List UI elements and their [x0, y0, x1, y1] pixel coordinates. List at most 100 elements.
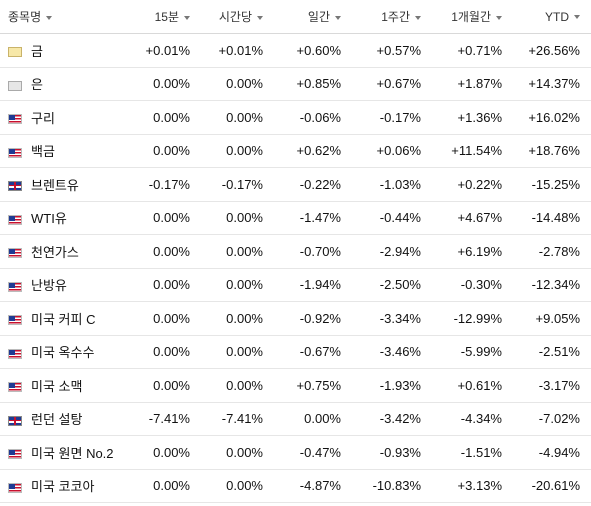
table-row[interactable]: 미국 코코아 0.00% 0.00% -4.87% -10.83% +3.13% -20.6… — [0, 469, 591, 503]
change-h1-cell: -0.17% — [201, 167, 274, 202]
change-d1-cell: -0.92% — [274, 301, 352, 336]
commodity-link[interactable]: WTI유 — [31, 211, 67, 227]
sort-caret-icon — [46, 15, 53, 20]
change-m15-cell: 0.00% — [130, 335, 201, 369]
commodity-link[interactable]: 난방유 — [31, 278, 67, 294]
commodity-name-cell: 미국 소맥 — [0, 368, 130, 403]
commodity-link[interactable]: 미국 원면 No.2 — [31, 445, 114, 461]
table-row[interactable]: 미국 커피 C 0.00% 0.00% -0.92% -3.34% -12.99% +9.0… — [0, 301, 591, 336]
table-row[interactable]: 난방유 0.00% 0.00% -1.94% -2.50% -0.30% -12.34% — [0, 268, 591, 302]
commodity-link[interactable]: 미국 옥수수 — [31, 345, 95, 361]
table-row[interactable]: 구리 0.00% 0.00% -0.06% -0.17% +1.36% +16.02% — [0, 100, 591, 135]
us-flag-icon — [8, 248, 22, 259]
commodity-link[interactable]: 미국 소맥 — [31, 378, 83, 394]
table-row[interactable]: 런던 설탕 -7.41% -7.41% 0.00% -3.42% -4.34% -7.02% — [0, 402, 591, 436]
change-m15-cell: 0.00% — [130, 234, 201, 269]
change-ytd-cell: -7.02% — [513, 402, 591, 436]
change-d1-cell: +0.85% — [274, 67, 352, 101]
change-m15-cell: 0.00% — [130, 67, 201, 101]
commodity-name-cell: 난방유 — [0, 268, 130, 302]
commodity-name-cell: 금 — [0, 33, 130, 68]
change-m15-cell: -0.17% — [130, 167, 201, 202]
change-d1-cell: 0.00% — [274, 402, 352, 436]
column-header-name[interactable]: 종목명 — [0, 0, 130, 34]
commodity-name-cell: WTI유 — [0, 201, 130, 235]
column-header-mo1[interactable]: 1개월간 — [432, 0, 513, 34]
change-w1-cell: -10.83% — [352, 469, 432, 503]
change-h1-cell: +0.01% — [201, 33, 274, 68]
commodity-link[interactable]: 미국 코코아 — [31, 479, 95, 495]
column-header-h1[interactable]: 시간당 — [201, 0, 274, 34]
table-row[interactable]: 미국 원면 No.2 0.00% 0.00% -0.47% -0.93% -1.51% -4… — [0, 435, 591, 470]
column-header-label: 1개월간 — [451, 10, 491, 24]
commodity-link[interactable]: 미국 커피 C — [31, 311, 96, 327]
commodity-name-cell: 은 — [0, 67, 130, 101]
change-h1-cell: 0.00% — [201, 201, 274, 235]
column-header-m15[interactable]: 15분 — [130, 0, 201, 34]
column-header-w1[interactable]: 1주간 — [352, 0, 432, 34]
silver-flag-icon — [8, 80, 22, 91]
table-row[interactable]: 미국 옥수수 0.00% 0.00% -0.67% -3.46% -5.99% -2.51% — [0, 335, 591, 369]
change-d1-cell: -0.67% — [274, 335, 352, 369]
change-ytd-cell: +18.76% — [513, 134, 591, 168]
change-m15-cell: 0.00% — [130, 435, 201, 470]
table-row[interactable]: 브렌트유 -0.17% -0.17% -0.22% -1.03% +0.22% -15.25… — [0, 167, 591, 202]
table-row[interactable]: 백금 0.00% 0.00% +0.62% +0.06% +11.54% +18.76% — [0, 134, 591, 168]
commodity-link[interactable]: 은 — [31, 77, 43, 93]
change-ytd-cell: -12.34% — [513, 268, 591, 302]
commodity-link[interactable]: 천연가스 — [31, 244, 79, 260]
column-header-ytd[interactable]: YTD — [513, 0, 591, 34]
column-header-d1[interactable]: 일간 — [274, 0, 352, 34]
commodity-link[interactable]: 백금 — [31, 144, 55, 160]
us-flag-icon — [8, 315, 22, 326]
change-ytd-cell: +14.37% — [513, 67, 591, 101]
change-w1-cell: -2.50% — [352, 268, 432, 302]
change-mo1-cell: +0.71% — [432, 33, 513, 68]
change-mo1-cell: +11.54% — [432, 134, 513, 168]
change-m15-cell: +0.01% — [130, 33, 201, 68]
table-row[interactable]: WTI유 0.00% 0.00% -1.47% -0.44% +4.67% -14.48% — [0, 201, 591, 235]
change-h1-cell: 0.00% — [201, 134, 274, 168]
commodity-link[interactable]: 금 — [31, 43, 43, 59]
change-m15-cell: 0.00% — [130, 368, 201, 403]
change-w1-cell: -0.44% — [352, 201, 432, 235]
change-d1-cell: -0.47% — [274, 435, 352, 470]
table-row[interactable]: 은 0.00% 0.00% +0.85% +0.67% +1.87% +14.37% — [0, 67, 591, 101]
commodity-name-cell: 천연가스 — [0, 234, 130, 269]
commodity-name-cell: 미국 커피 C — [0, 301, 130, 336]
change-mo1-cell: +3.13% — [432, 469, 513, 503]
table-row[interactable]: 천연가스 0.00% 0.00% -0.70% -2.94% +6.19% -2.78% — [0, 234, 591, 269]
us-flag-icon — [8, 348, 22, 359]
change-h1-cell: 0.00% — [201, 469, 274, 503]
commodity-link[interactable]: 브렌트유 — [31, 177, 79, 193]
change-h1-cell: 0.00% — [201, 67, 274, 101]
commodity-name-cell: 미국 원면 No.2 — [0, 435, 130, 470]
us-flag-icon — [8, 382, 22, 393]
change-m15-cell: 0.00% — [130, 301, 201, 336]
change-h1-cell: 0.00% — [201, 301, 274, 336]
change-d1-cell: +0.60% — [274, 33, 352, 68]
commodity-name-cell: 런던 설탕 — [0, 402, 130, 436]
change-w1-cell: -2.94% — [352, 234, 432, 269]
column-header-label: 1주간 — [381, 10, 410, 24]
sort-caret-icon — [184, 15, 190, 20]
table-row[interactable]: 미국 소맥 0.00% 0.00% +0.75% -1.93% +0.61% -3.17% — [0, 368, 591, 403]
sort-caret-icon — [574, 15, 580, 20]
change-d1-cell: +0.75% — [274, 368, 352, 403]
change-h1-cell: 0.00% — [201, 368, 274, 403]
change-h1-cell: 0.00% — [201, 100, 274, 135]
us-flag-icon — [8, 281, 22, 292]
change-mo1-cell: +0.61% — [432, 368, 513, 403]
change-d1-cell: -0.06% — [274, 100, 352, 135]
change-mo1-cell: -1.51% — [432, 435, 513, 470]
commodity-name-cell: 브렌트유 — [0, 167, 130, 202]
commodity-link[interactable]: 구리 — [31, 110, 55, 126]
commodity-link[interactable]: 런던 설탕 — [31, 412, 83, 428]
column-header-label: 종목명 — [8, 10, 42, 24]
us-flag-icon — [8, 449, 22, 460]
table-row[interactable]: 금 +0.01% +0.01% +0.60% +0.57% +0.71% +26.56% — [0, 33, 591, 68]
change-ytd-cell: +26.56% — [513, 33, 591, 68]
commodity-name-cell: 미국 코코아 — [0, 469, 130, 503]
us-flag-icon — [8, 147, 22, 158]
commodity-name-cell: 백금 — [0, 134, 130, 168]
